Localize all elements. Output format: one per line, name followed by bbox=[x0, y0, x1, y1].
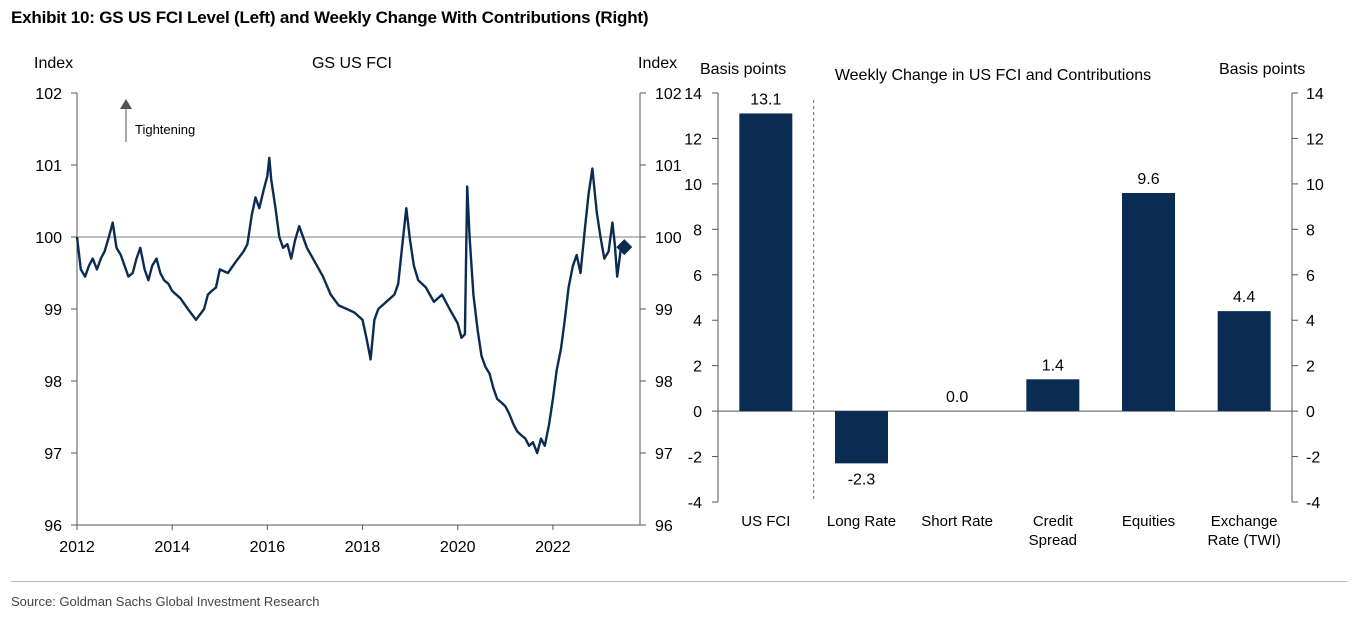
bar-category-label: Equities bbox=[1122, 513, 1175, 530]
bar-y-tick-label-left: 12 bbox=[684, 131, 702, 148]
bar-category-label: Spread bbox=[1029, 532, 1077, 549]
bar-y-tick-label-left: 6 bbox=[693, 268, 702, 285]
bar-data-label: 9.6 bbox=[1137, 171, 1159, 188]
bar-y-tick-label-right: -4 bbox=[1306, 495, 1320, 512]
bar-y-tick-label-left: 2 bbox=[693, 359, 702, 376]
bar-category-label: Exchange bbox=[1211, 513, 1278, 530]
bar-y-tick-label-left: -2 bbox=[688, 450, 702, 467]
bar-data-label: 4.4 bbox=[1233, 289, 1255, 306]
exhibit-title: Exhibit 10: GS US FCI Level (Left) and W… bbox=[11, 8, 649, 27]
bar-y-tick-label-left: 10 bbox=[684, 177, 702, 194]
bar-chart-title: Weekly Change in US FCI and Contribution… bbox=[835, 67, 1151, 84]
right-axis-title: Index bbox=[638, 55, 677, 72]
bar-y-tick-label-right: 12 bbox=[1306, 131, 1324, 148]
bar-y-tick-label-right: 10 bbox=[1306, 177, 1324, 194]
y-tick-label-left: 97 bbox=[44, 446, 62, 463]
footer-divider bbox=[11, 581, 1347, 582]
bar bbox=[1026, 379, 1080, 412]
y-tick-label-left: 101 bbox=[35, 158, 62, 175]
bar-y-tick-label-right: 4 bbox=[1306, 313, 1315, 330]
bar-left-axis-title: Basis points bbox=[700, 61, 786, 78]
line-chart-title: GS US FCI bbox=[312, 55, 392, 72]
bar-right-axis-title: Basis points bbox=[1219, 61, 1305, 78]
y-tick-label-left: 102 bbox=[35, 86, 62, 103]
bar bbox=[1122, 192, 1175, 412]
latest-value-marker bbox=[616, 239, 633, 256]
bar-y-tick-label-left: 8 bbox=[693, 222, 702, 239]
x-tick-label: 2022 bbox=[535, 539, 571, 556]
fci-level-line bbox=[75, 156, 626, 455]
x-tick-label: 2020 bbox=[440, 539, 476, 556]
y-tick-label-left: 96 bbox=[44, 518, 62, 535]
y-tick-label-right: 97 bbox=[655, 446, 673, 463]
y-tick-label-left: 100 bbox=[35, 230, 62, 247]
bar-data-label: 0.0 bbox=[946, 389, 968, 406]
bar-y-tick-label-right: -2 bbox=[1306, 450, 1320, 467]
y-tick-label-right: 96 bbox=[655, 518, 673, 535]
y-tick-label-right: 98 bbox=[655, 374, 673, 391]
bar-y-tick-label-left: -4 bbox=[688, 495, 702, 512]
bar-y-tick-label-right: 6 bbox=[1306, 268, 1315, 285]
source-note: Source: Goldman Sachs Global Investment … bbox=[11, 594, 320, 609]
bar-category-label: Rate (TWI) bbox=[1207, 532, 1280, 549]
tightening-label: Tightening bbox=[135, 122, 195, 137]
bar-data-label: -2.3 bbox=[848, 471, 876, 488]
x-tick-label: 2014 bbox=[154, 539, 190, 556]
left-axis-title: Index bbox=[34, 55, 73, 72]
bar-y-tick-label-left: 4 bbox=[693, 313, 702, 330]
bar-category-label: Long Rate bbox=[827, 513, 896, 530]
y-tick-label-left: 98 bbox=[44, 374, 62, 391]
bar-category-label: Short Rate bbox=[921, 513, 993, 530]
x-tick-label: 2018 bbox=[345, 539, 381, 556]
bar bbox=[835, 411, 888, 464]
bar-y-tick-label-left: 14 bbox=[684, 86, 702, 103]
y-tick-label-right: 102 bbox=[655, 86, 682, 103]
tightening-arrow-head bbox=[120, 99, 132, 109]
bar-y-tick-label-right: 14 bbox=[1306, 86, 1324, 103]
bar-data-label: 13.1 bbox=[750, 91, 781, 108]
bar bbox=[1217, 311, 1271, 412]
bar-category-label: Credit bbox=[1033, 513, 1074, 530]
bar-y-tick-label-right: 0 bbox=[1306, 404, 1315, 421]
y-tick-label-right: 101 bbox=[655, 158, 682, 175]
bar-y-tick-label-left: 0 bbox=[693, 404, 702, 421]
y-tick-label-left: 99 bbox=[44, 302, 62, 319]
bar bbox=[739, 113, 793, 412]
bar-y-tick-label-right: 2 bbox=[1306, 359, 1315, 376]
y-tick-label-right: 100 bbox=[655, 230, 682, 247]
y-tick-label-right: 99 bbox=[655, 302, 673, 319]
bar-data-label: 1.4 bbox=[1042, 357, 1064, 374]
x-tick-label: 2012 bbox=[59, 539, 95, 556]
bar-y-tick-label-right: 8 bbox=[1306, 222, 1315, 239]
x-tick-label: 2016 bbox=[250, 539, 286, 556]
bar-category-label: US FCI bbox=[741, 513, 790, 530]
